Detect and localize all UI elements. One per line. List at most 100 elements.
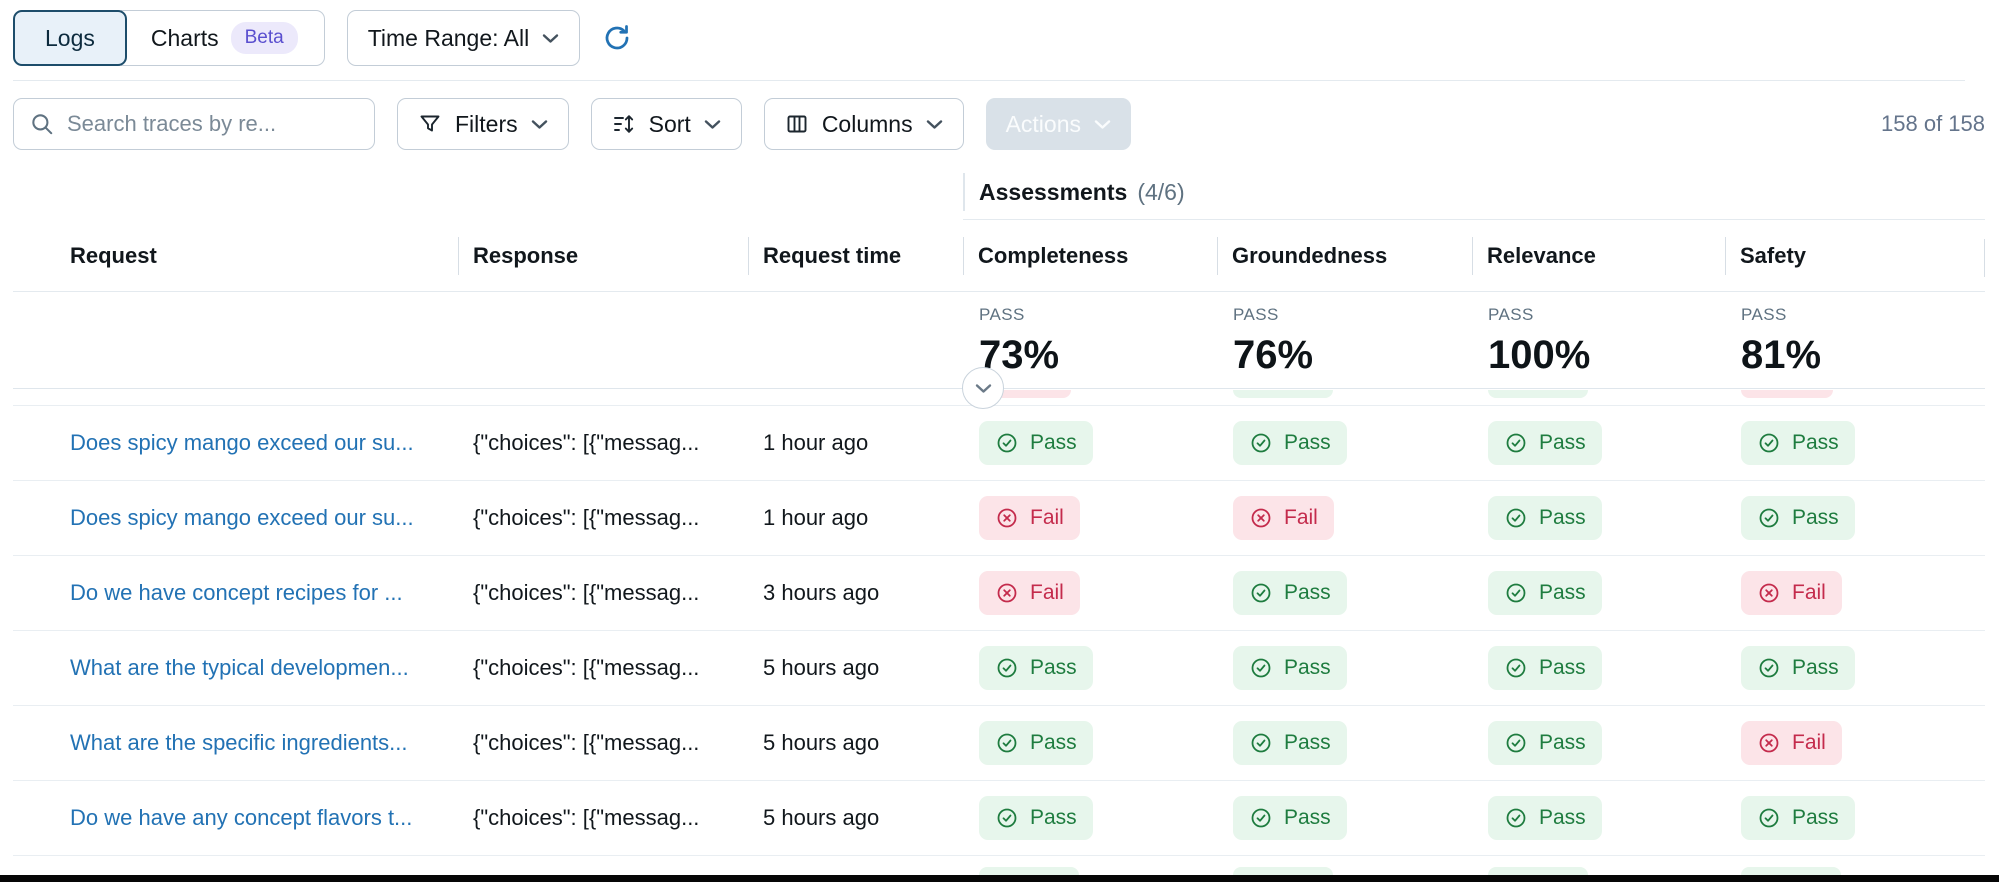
table-row[interactable]: Does spicy mango exceed our su... {"choic… bbox=[13, 406, 1985, 481]
fail-badge: Fail bbox=[1741, 721, 1842, 765]
check-circle-icon bbox=[1759, 808, 1779, 828]
badge-label: Pass bbox=[1284, 731, 1331, 754]
request-link[interactable]: Does spicy mango exceed our su... bbox=[70, 430, 414, 455]
pass-badge: Pass bbox=[1233, 571, 1347, 615]
badge-label: Fail bbox=[1030, 506, 1064, 529]
pass-badge: Pass bbox=[1488, 571, 1602, 615]
request-link[interactable]: Does spicy mango exceed our su... bbox=[70, 505, 414, 530]
response-cell: {"choices": [{"messag... bbox=[473, 505, 700, 530]
check-circle-icon bbox=[1251, 433, 1271, 453]
summary-relevance: PASS 100% bbox=[1472, 292, 1725, 388]
request-cell: Does spicy mango exceed our su... bbox=[13, 505, 458, 531]
check-circle-icon bbox=[1506, 433, 1526, 453]
request-time-cell: 5 hours ago bbox=[763, 655, 880, 680]
clipped-pass-badge bbox=[1488, 867, 1588, 875]
response-cell: {"choices": [{"messag... bbox=[473, 730, 700, 755]
badge-label: Pass bbox=[1284, 806, 1331, 829]
check-circle-icon bbox=[997, 658, 1017, 678]
summary-pass-value: 81% bbox=[1741, 333, 1822, 377]
tab-charts[interactable]: Charts Beta bbox=[120, 10, 325, 66]
request-cell: What are the specific ingredients... bbox=[13, 730, 458, 756]
request-time-cell: 1 hour ago bbox=[763, 505, 869, 530]
assessment-cell: Pass bbox=[1217, 646, 1472, 690]
badge-label: Fail bbox=[1792, 581, 1826, 604]
request-time-cell: 3 hours ago bbox=[763, 580, 880, 605]
assessments-count: (4/6) bbox=[1137, 178, 1185, 205]
column-header-response[interactable]: Response bbox=[458, 243, 748, 269]
clipped-assessment-cell bbox=[963, 856, 1217, 875]
clipped-assessment-cell bbox=[1472, 856, 1725, 875]
badge-label: Pass bbox=[1030, 731, 1077, 754]
check-circle-icon bbox=[1759, 433, 1779, 453]
request-link[interactable]: What are the typical developmen... bbox=[70, 655, 409, 680]
refresh-button[interactable] bbox=[594, 10, 640, 66]
sort-dropdown[interactable]: Sort bbox=[590, 98, 742, 150]
badge-label: Pass bbox=[1792, 656, 1839, 679]
chevron-down-icon bbox=[531, 119, 547, 129]
empty-cell bbox=[748, 389, 963, 405]
pass-badge: Pass bbox=[979, 796, 1093, 840]
tab-charts-label: Charts bbox=[150, 24, 219, 51]
badge-label: Pass bbox=[1792, 431, 1839, 454]
badge-label: Pass bbox=[1539, 806, 1586, 829]
column-header-relevance[interactable]: Relevance bbox=[1472, 243, 1725, 269]
summary-groundedness: PASS 76% bbox=[1217, 292, 1472, 388]
assessments-group-cell: Assessments (4/6) bbox=[963, 165, 1985, 220]
request-cell: Does spicy mango exceed our su... bbox=[13, 430, 458, 456]
pass-badge: Pass bbox=[1488, 721, 1602, 765]
assessment-cell: Pass bbox=[1472, 796, 1725, 840]
actions-label: Actions bbox=[1005, 110, 1082, 137]
request-time-cell: 1 hour ago bbox=[763, 430, 869, 455]
badge-label: Pass bbox=[1539, 431, 1586, 454]
filter-icon bbox=[420, 115, 440, 132]
summary-pass-label: PASS bbox=[979, 305, 1025, 324]
check-circle-icon bbox=[1506, 808, 1526, 828]
tab-logs[interactable]: Logs bbox=[13, 10, 127, 66]
table-row[interactable]: Do we have any concept flavors t... {"cho… bbox=[13, 781, 1985, 856]
table-row[interactable]: What are the typical developmen... {"choi… bbox=[13, 631, 1985, 706]
check-circle-icon bbox=[1251, 733, 1271, 753]
badge-label: Fail bbox=[1792, 731, 1826, 754]
filters-dropdown[interactable]: Filters bbox=[397, 98, 569, 150]
column-header-groundedness[interactable]: Groundedness bbox=[1217, 243, 1472, 269]
columns-dropdown[interactable]: Columns bbox=[763, 98, 964, 150]
pass-badge: Pass bbox=[1233, 646, 1347, 690]
summary-expand-button[interactable] bbox=[962, 367, 1004, 409]
assessment-cell: Fail bbox=[1217, 496, 1472, 540]
badge-label: Pass bbox=[1030, 806, 1077, 829]
actions-dropdown-disabled[interactable]: Actions bbox=[985, 98, 1132, 150]
column-header-request[interactable]: Request bbox=[70, 242, 157, 268]
columns-label: Columns bbox=[821, 110, 913, 137]
clipped-assessment-cell bbox=[963, 389, 1217, 405]
empty-cell bbox=[13, 856, 458, 875]
x-circle-icon bbox=[997, 583, 1017, 603]
request-link[interactable]: What are the specific ingredients... bbox=[70, 730, 408, 755]
assessment-cell: Pass bbox=[963, 646, 1217, 690]
table-row[interactable]: What are the specific ingredients... {"ch… bbox=[13, 706, 1985, 781]
request-link[interactable]: Do we have any concept flavors t... bbox=[70, 805, 413, 830]
chevron-down-icon bbox=[975, 383, 991, 393]
table-toolbar: Filters Sort Columns Actions 158 of 158 bbox=[13, 98, 1985, 150]
column-header-safety[interactable]: Safety bbox=[1725, 243, 1985, 269]
x-circle-icon bbox=[997, 508, 1017, 528]
response-cell: {"choices": [{"messag... bbox=[473, 580, 700, 605]
clipped-assessment-cell bbox=[1725, 856, 1985, 875]
sort-icon bbox=[613, 115, 633, 133]
search-input[interactable] bbox=[67, 111, 359, 137]
clipped-pass-badge bbox=[1741, 867, 1841, 875]
column-header-completeness[interactable]: Completeness bbox=[963, 243, 1217, 269]
column-header-request-time[interactable]: Request time bbox=[748, 243, 963, 269]
assessment-cell: Pass bbox=[1472, 571, 1725, 615]
time-range-dropdown[interactable]: Time Range: All bbox=[346, 10, 581, 66]
summary-pass-label: PASS bbox=[1488, 305, 1534, 324]
beta-badge: Beta bbox=[230, 22, 298, 54]
table-row[interactable]: Do we have concept recipes for ... {"choi… bbox=[13, 556, 1985, 631]
assessment-cell: Fail bbox=[1725, 721, 1985, 765]
request-link[interactable]: Do we have concept recipes for ... bbox=[70, 580, 403, 605]
request-time-cell: 5 hours ago bbox=[763, 730, 880, 755]
assessment-cell: Pass bbox=[1472, 721, 1725, 765]
table-row[interactable]: Does spicy mango exceed our su... {"choic… bbox=[13, 481, 1985, 556]
search-icon bbox=[32, 114, 53, 135]
assessment-cell: Pass bbox=[1217, 421, 1472, 465]
chevron-down-icon bbox=[926, 119, 942, 129]
